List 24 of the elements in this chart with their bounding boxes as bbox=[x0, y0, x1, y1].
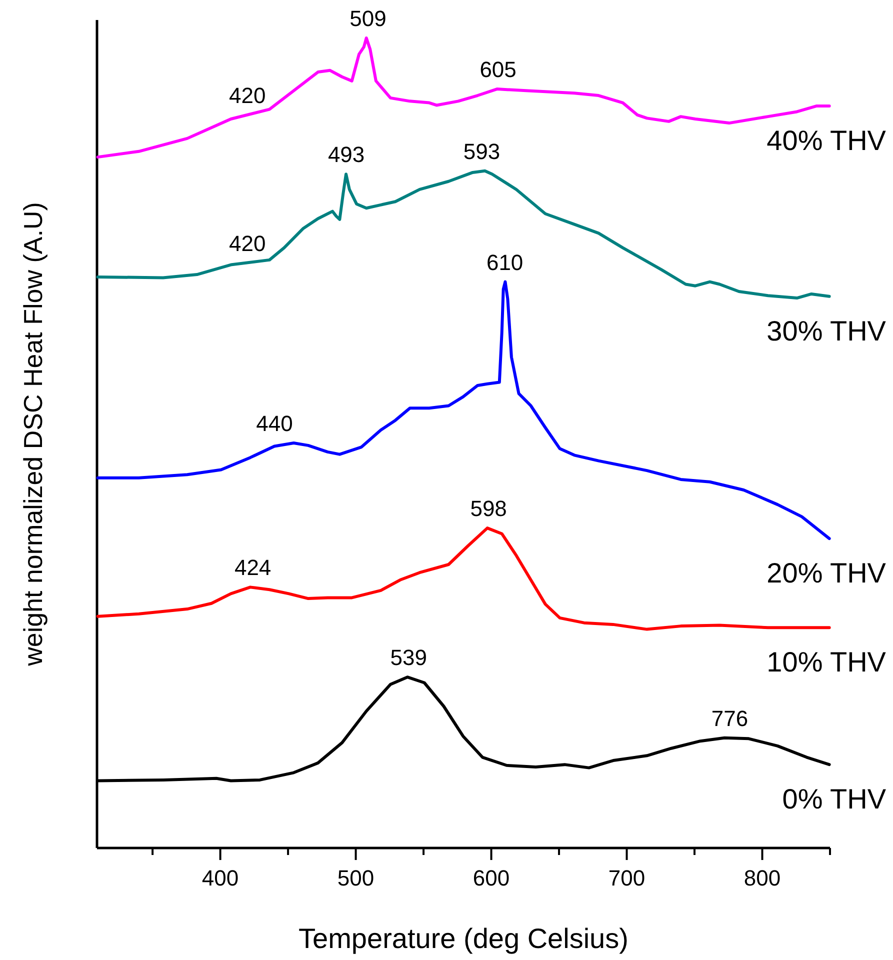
x-tick-label: 400 bbox=[202, 866, 239, 891]
annotation: 509 bbox=[350, 6, 386, 31]
series-label: 10% THV bbox=[766, 646, 886, 678]
series-label: 20% THV bbox=[766, 558, 886, 589]
annotation: 593 bbox=[463, 138, 500, 164]
annotation: 493 bbox=[328, 142, 365, 168]
x-tick-label: 700 bbox=[608, 866, 646, 891]
annotation: 605 bbox=[480, 57, 516, 82]
y-axis-title: weight normalized DSC Heat Flow (A.U) bbox=[18, 202, 48, 667]
series-label: 40% THV bbox=[766, 125, 886, 156]
annotation: 420 bbox=[229, 82, 266, 108]
annotation: 610 bbox=[486, 250, 524, 275]
annotation: 598 bbox=[470, 496, 507, 522]
x-tick-label: 500 bbox=[337, 866, 374, 891]
annotation: 440 bbox=[256, 411, 293, 436]
annotation: 776 bbox=[711, 706, 748, 731]
series-label: 30% THV bbox=[766, 315, 886, 346]
x-tick-label: 600 bbox=[472, 866, 510, 891]
x-tick-label: 800 bbox=[744, 866, 781, 891]
annotation: 420 bbox=[229, 231, 266, 256]
x-axis-title: Temperature (deg Celsius) bbox=[298, 923, 628, 954]
annotation: 424 bbox=[234, 555, 272, 580]
annotation: 539 bbox=[390, 645, 427, 670]
series-label: 0% THV bbox=[782, 784, 886, 815]
